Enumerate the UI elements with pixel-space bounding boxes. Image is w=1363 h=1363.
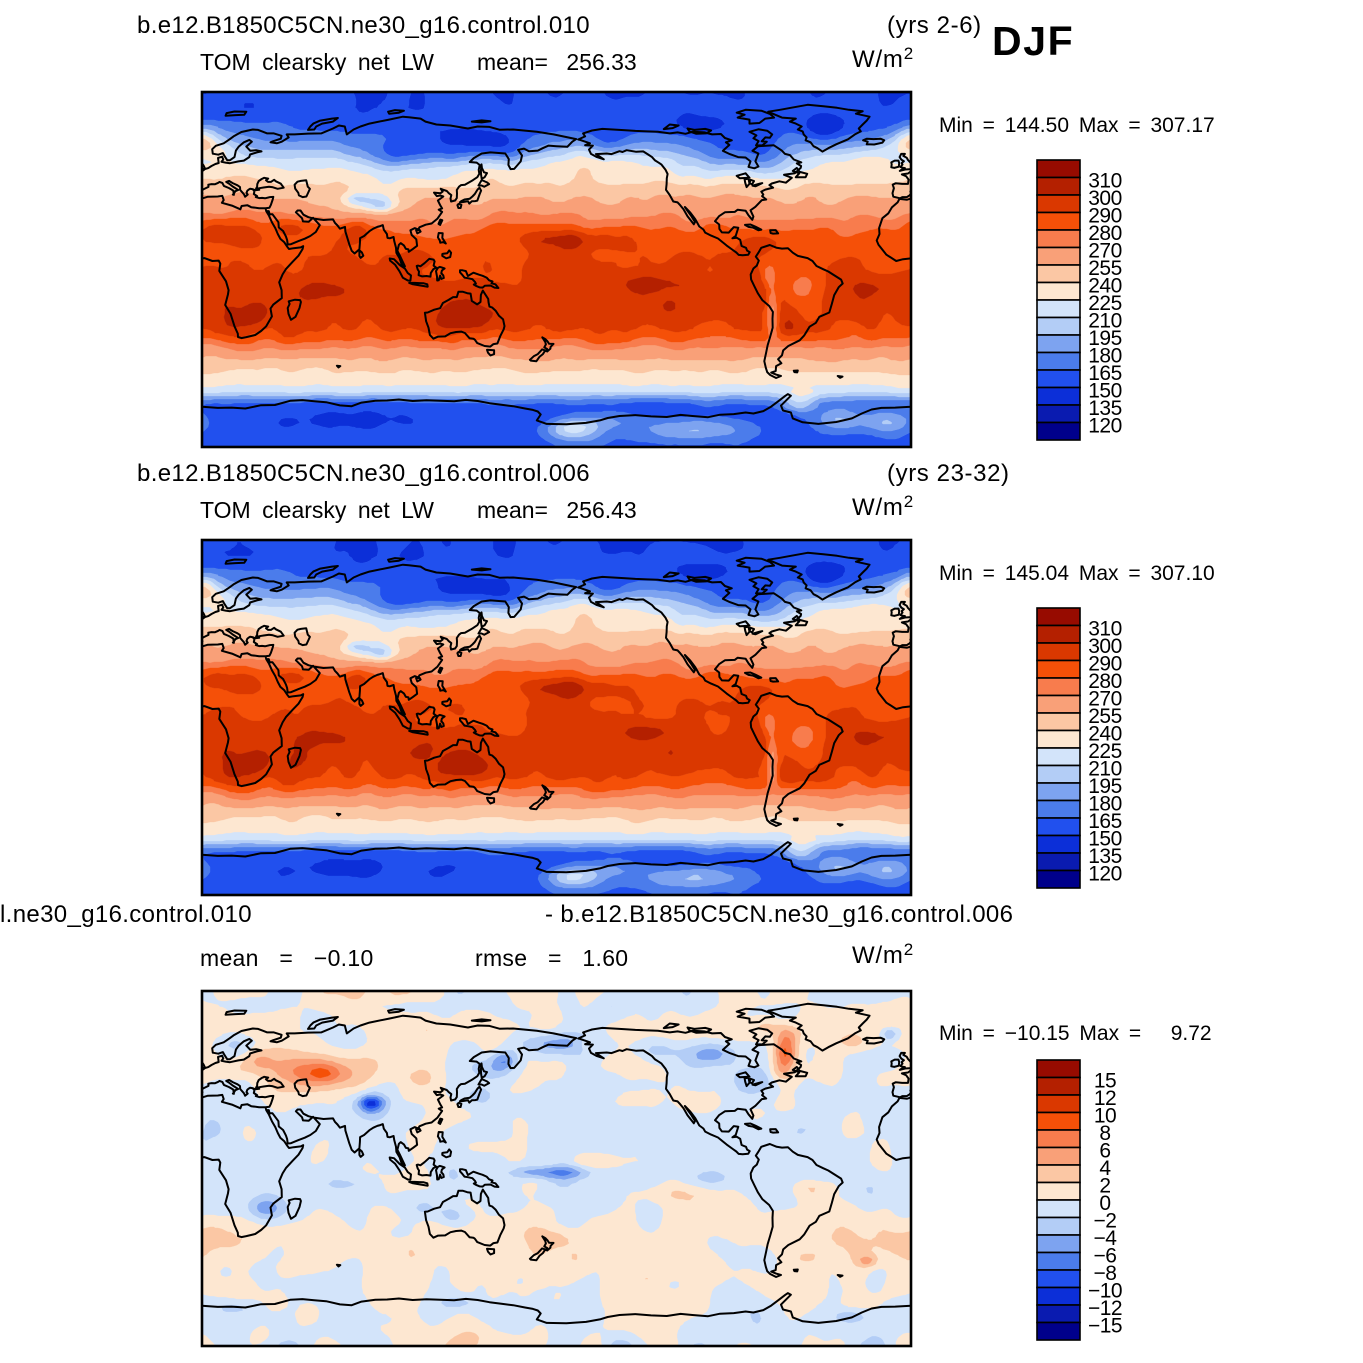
svg-text:W/m2: W/m2	[852, 492, 914, 521]
svg-text:Min = 145.04 Max = 307.10: Min = 145.04 Max = 307.10	[939, 562, 1215, 585]
svg-text:b.e12.B1850C5CN.ne30_g16.contr: b.e12.B1850C5CN.ne30_g16.control.006	[137, 460, 590, 487]
svg-text:−8: −8	[1094, 1262, 1117, 1285]
svg-text:135: 135	[1088, 397, 1122, 420]
svg-text:4: 4	[1099, 1157, 1111, 1180]
svg-text:150: 150	[1088, 380, 1122, 403]
svg-text:310: 310	[1088, 618, 1122, 641]
svg-text:W/m2: W/m2	[852, 940, 914, 969]
svg-text:255: 255	[1088, 705, 1122, 728]
svg-text:135: 135	[1088, 845, 1122, 868]
svg-text:180: 180	[1088, 793, 1122, 816]
svg-text:8: 8	[1099, 1122, 1110, 1145]
svg-text:mean= 256.43: mean= 256.43	[477, 497, 637, 523]
svg-text:240: 240	[1088, 275, 1122, 298]
svg-text:165: 165	[1088, 810, 1122, 833]
svg-text:DJF: DJF	[992, 18, 1074, 64]
svg-text:−12: −12	[1088, 1297, 1122, 1320]
svg-text:15: 15	[1094, 1070, 1116, 1093]
svg-text:280: 280	[1088, 670, 1122, 693]
svg-text:mean = −0.10: mean = −0.10	[200, 945, 374, 971]
svg-text:280: 280	[1088, 222, 1122, 245]
svg-text:165: 165	[1088, 362, 1122, 385]
svg-text:−10: −10	[1088, 1280, 1122, 1303]
svg-text:- b.e12.B1850C5CN.ne30_g16.con: - b.e12.B1850C5CN.ne30_g16.control.006	[545, 901, 1013, 928]
svg-text:195: 195	[1088, 775, 1122, 798]
svg-text:Min = −10.15 Max = 9.72: Min = −10.15 Max = 9.72	[939, 1022, 1212, 1045]
svg-text:255: 255	[1088, 257, 1122, 280]
svg-text:120: 120	[1088, 415, 1122, 438]
svg-text:2: 2	[1099, 1175, 1110, 1198]
svg-text:−2: −2	[1094, 1210, 1117, 1233]
svg-text:150: 150	[1088, 828, 1122, 851]
svg-text:290: 290	[1088, 205, 1122, 228]
svg-text:l.ne30_g16.control.010: l.ne30_g16.control.010	[0, 901, 252, 928]
svg-text:120: 120	[1088, 863, 1122, 886]
svg-text:TOM clearsky net LW: TOM clearsky net LW	[200, 49, 434, 75]
svg-text:−4: −4	[1094, 1227, 1118, 1250]
svg-text:300: 300	[1088, 635, 1122, 658]
svg-text:270: 270	[1088, 240, 1122, 263]
svg-text:225: 225	[1088, 740, 1122, 763]
svg-text:270: 270	[1088, 688, 1122, 711]
svg-text:W/m2: W/m2	[852, 44, 914, 73]
svg-text:mean= 256.33: mean= 256.33	[477, 49, 637, 75]
svg-text:−15: −15	[1088, 1315, 1122, 1338]
svg-text:290: 290	[1088, 653, 1122, 676]
svg-text:(yrs 23-32): (yrs 23-32)	[887, 460, 1010, 487]
svg-text:225: 225	[1088, 292, 1122, 315]
svg-text:240: 240	[1088, 723, 1122, 746]
svg-text:b.e12.B1850C5CN.ne30_g16.contr: b.e12.B1850C5CN.ne30_g16.control.010	[137, 12, 590, 39]
svg-text:310: 310	[1088, 170, 1122, 193]
svg-text:Min = 144.50 Max = 307.17: Min = 144.50 Max = 307.17	[939, 114, 1215, 137]
svg-text:210: 210	[1088, 758, 1122, 781]
svg-text:10: 10	[1094, 1105, 1116, 1128]
svg-text:6: 6	[1099, 1140, 1110, 1163]
svg-text:180: 180	[1088, 345, 1122, 368]
svg-text:210: 210	[1088, 310, 1122, 333]
svg-text:(yrs 2-6): (yrs 2-6)	[887, 12, 982, 39]
svg-text:−6: −6	[1094, 1245, 1117, 1268]
svg-text:0: 0	[1099, 1192, 1110, 1215]
svg-text:12: 12	[1094, 1087, 1116, 1110]
svg-text:195: 195	[1088, 327, 1122, 350]
svg-text:TOM clearsky net LW: TOM clearsky net LW	[200, 497, 434, 523]
svg-text:300: 300	[1088, 187, 1122, 210]
svg-text:rmse = 1.60: rmse = 1.60	[475, 945, 628, 971]
